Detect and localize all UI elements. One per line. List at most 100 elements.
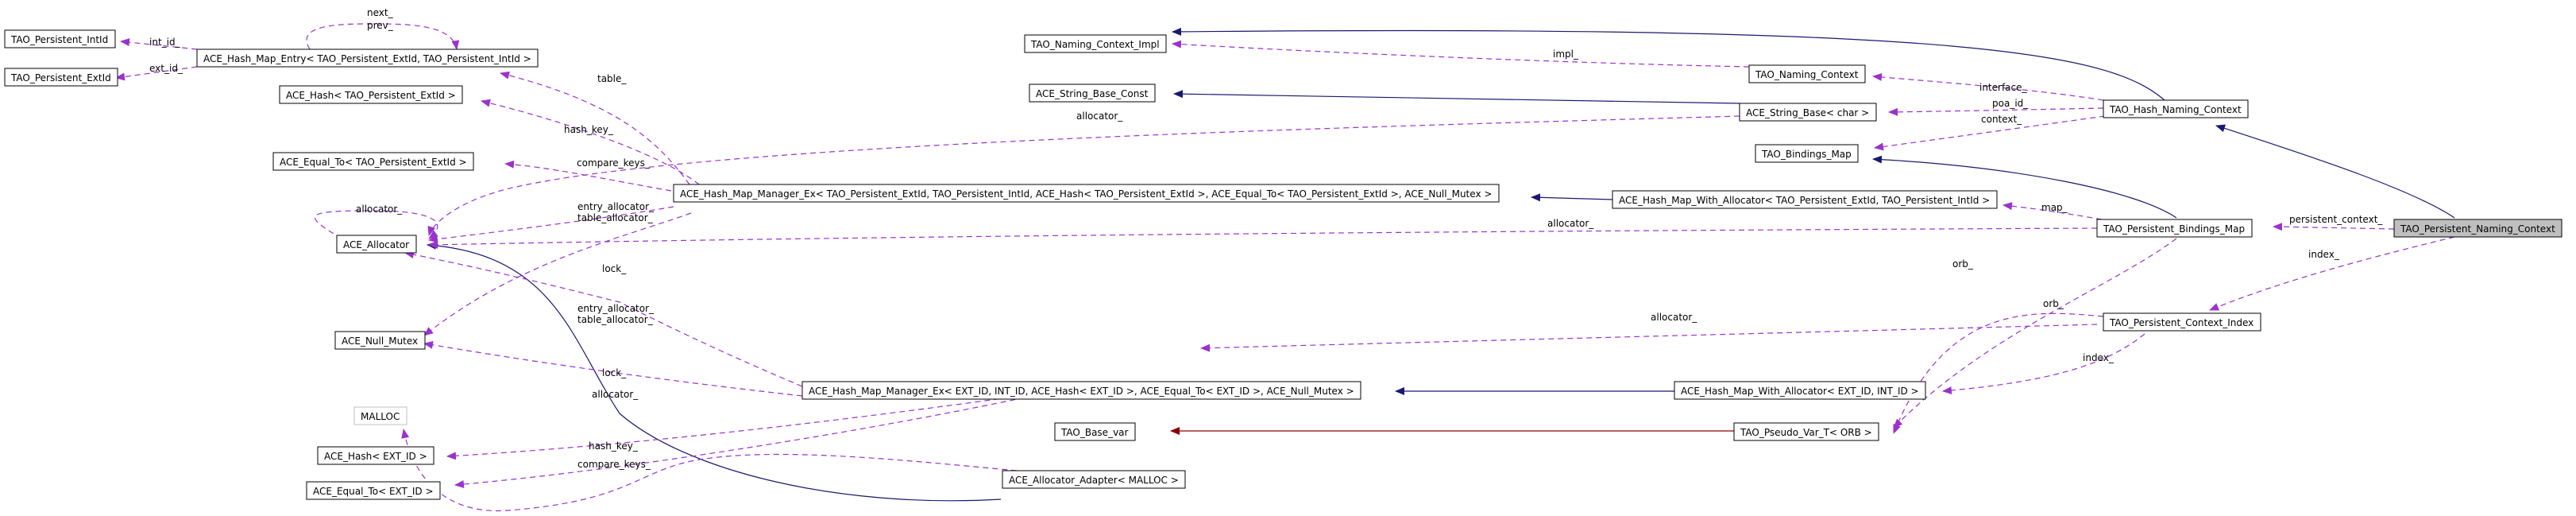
node-allocator-adapter-malloc[interactable]: ACE_Allocator_Adapter< MALLOC > (1002, 470, 1186, 489)
label-allocator-self: allocator_ (356, 204, 403, 215)
svg-text:TAO_Persistent_IntId: TAO_Persistent_IntId (10, 34, 108, 45)
edge-hash-naming-interface (1872, 72, 2104, 101)
svg-text:ACE_Hash< EXT_ID >: ACE_Hash< EXT_ID > (324, 451, 427, 462)
edge-hash-naming-poa-id (1888, 107, 2104, 116)
edge-manager-compare-keys (504, 160, 672, 192)
edge-string-base-allocator (427, 115, 1740, 236)
node-persistent-naming-context[interactable]: TAO_Persistent_Naming_Context (2393, 219, 2562, 238)
node-ace-equal-to-extid[interactable]: ACE_Equal_To< TAO_Persistent_ExtId > (272, 152, 474, 171)
label-int-id: int_id_ (149, 37, 181, 48)
svg-text:TAO_Persistent_Context_Index: TAO_Persistent_Context_Index (2109, 317, 2254, 328)
svg-text:TAO_Bindings_Map: TAO_Bindings_Map (1761, 149, 1852, 160)
node-hash-map-with-allocator-persistent[interactable]: ACE_Hash_Map_With_Allocator< TAO_Persist… (1612, 190, 1998, 209)
label-table-allocator-generic: table_allocator_ (577, 314, 654, 325)
node-persistent-extid[interactable]: TAO_Persistent_ExtId (4, 68, 118, 87)
edge-persistent-naming-to-hash-naming (2215, 124, 2455, 219)
label-lock-generic: lock_ (602, 367, 627, 378)
edge-naming-index (2209, 236, 2455, 311)
edge-manager-table (500, 71, 690, 185)
label-compare-keys: compare_keys_ (577, 157, 651, 169)
edge-generic-manager-lock (423, 340, 803, 397)
svg-text:ACE_String_Base< char >: ACE_String_Base< char > (1746, 107, 1869, 118)
svg-text:TAO_Naming_Context_Impl: TAO_Naming_Context_Impl (1030, 39, 1160, 50)
label-poa-id: poa_id_ (1992, 98, 2029, 109)
edge-entry-int-id (120, 38, 198, 50)
svg-text:ACE_Allocator: ACE_Allocator (343, 239, 409, 250)
edge-persistent-bindings-to-bindings-map (1872, 155, 2177, 219)
node-string-base-const[interactable]: ACE_String_Base_Const (1029, 83, 1156, 103)
edge-entry-ext-id (115, 66, 198, 81)
node-persistent-intid[interactable]: TAO_Persistent_IntId (4, 29, 116, 48)
label-compare-keys-generic: compare_keys_ (577, 459, 651, 470)
svg-text:TAO_Hash_Naming_Context: TAO_Hash_Naming_Context (2109, 104, 2242, 115)
node-bindings-map[interactable]: TAO_Bindings_Map (1755, 144, 1859, 163)
node-hash-map-entry[interactable]: ACE_Hash_Map_Entry< TAO_Persistent_ExtId… (196, 48, 539, 68)
label-hash-key-generic: hash_key_ (589, 440, 639, 452)
label-hash-key: hash_key_ (564, 124, 614, 135)
svg-text:MALLOC: MALLOC (361, 411, 400, 422)
label-allocator-string: allocator_ (1076, 111, 1123, 122)
edge-hash-naming-context (1874, 115, 2106, 151)
svg-text:ACE_Hash_Map_Entry< TAO_Persis: ACE_Hash_Map_Entry< TAO_Persistent_ExtId… (203, 53, 531, 64)
label-entry-allocator: entry_allocator_ (577, 201, 655, 212)
svg-text:TAO_Persistent_Bindings_Map: TAO_Persistent_Bindings_Map (2103, 223, 2245, 235)
svg-text:TAO_Persistent_ExtId: TAO_Persistent_ExtId (10, 72, 111, 83)
node-ace-hash-ext-id[interactable]: ACE_Hash< EXT_ID > (317, 446, 434, 465)
label-table-allocator: table_allocator_ (577, 212, 654, 223)
label-next: next_ (367, 7, 394, 18)
node-ace-equal-to-ext-id[interactable]: ACE_Equal_To< EXT_ID > (306, 481, 441, 500)
label-table: table_ (597, 73, 627, 84)
label-allocator-index: allocator_ (1651, 312, 1697, 323)
edge-index-orb (1893, 312, 2104, 434)
node-string-base-char[interactable]: ACE_String_Base< char > (1739, 103, 1877, 122)
label-ext-id: ext_id_ (149, 63, 183, 74)
edge-allocator-self (315, 210, 438, 239)
edge-generic-manager-entry-table-allocator (404, 250, 803, 387)
node-naming-context-impl[interactable]: TAO_Naming_Context_Impl (1024, 34, 1167, 53)
svg-text:TAO_Persistent_Naming_Context: TAO_Persistent_Naming_Context (2400, 223, 2555, 235)
node-ace-allocator[interactable]: ACE_Allocator (336, 235, 417, 254)
node-naming-context[interactable]: TAO_Naming_Context (1748, 64, 1866, 83)
svg-text:ACE_Hash_Map_With_Allocator< E: ACE_Hash_Map_With_Allocator< EXT_ID, INT… (1681, 386, 1919, 397)
svg-text:ACE_Hash< TAO_Persistent_ExtId: ACE_Hash< TAO_Persistent_ExtId > (286, 90, 456, 101)
edge-manager-lock (423, 212, 692, 336)
node-malloc[interactable]: MALLOC (353, 406, 407, 425)
edge-manager-entry-table-allocator (428, 206, 674, 243)
node-persistent-context-index[interactable]: TAO_Persistent_Context_Index (2103, 312, 2261, 332)
svg-text:ACE_String_Base_Const: ACE_String_Base_Const (1036, 88, 1149, 99)
label-persistent-context: persistent_context_ (2289, 214, 2383, 225)
node-hash-map-manager-ex-persistent[interactable]: ACE_Hash_Map_Manager_Ex< TAO_Persistent_… (673, 184, 1500, 203)
node-hash-map-with-allocator-generic[interactable]: ACE_Hash_Map_With_Allocator< EXT_ID, INT… (1674, 381, 1926, 400)
node-ace-null-mutex[interactable]: ACE_Null_Mutex (334, 331, 426, 350)
label-allocator-map: allocator_ (1547, 218, 1594, 229)
edge-with-alloc-to-manager-ex (1531, 193, 1613, 202)
edge-index-map (1942, 333, 2145, 394)
svg-text:ACE_Hash_Map_With_Allocator< T: ACE_Hash_Map_With_Allocator< TAO_Persist… (1619, 195, 1990, 206)
svg-text:ACE_Hash_Map_Manager_Ex< TAO_P: ACE_Hash_Map_Manager_Ex< TAO_Persistent_… (680, 188, 1492, 200)
node-persistent-bindings-map[interactable]: TAO_Persistent_Bindings_Map (2096, 219, 2253, 238)
node-hash-map-manager-ex-generic[interactable]: ACE_Hash_Map_Manager_Ex< EXT_ID, INT_ID,… (801, 381, 1361, 400)
svg-text:TAO_Base_var: TAO_Base_var (1060, 427, 1129, 438)
edge-generic-manager-compare-keys (454, 397, 1025, 489)
svg-text:TAO_Naming_Context: TAO_Naming_Context (1755, 69, 1859, 80)
label-entry-allocator-generic: entry_allocator_ (577, 303, 655, 314)
label-context: context_ (1981, 114, 2022, 125)
label-index-top: index_ (2308, 249, 2340, 260)
node-tao-base-var[interactable]: TAO_Base_var (1054, 422, 1136, 441)
label-map: map_ (2041, 202, 2068, 213)
edge-hash-naming-to-naming-impl (1172, 27, 2165, 101)
label-index-bottom: index_ (2083, 352, 2114, 363)
edge-index-allocator (1200, 324, 2098, 352)
node-ace-hash-extid[interactable]: ACE_Hash< TAO_Persistent_ExtId > (279, 85, 463, 104)
label-orb-2: orb_ (2043, 298, 2064, 309)
svg-text:ACE_Null_Mutex: ACE_Null_Mutex (342, 336, 418, 347)
edge-bindings-allocator (428, 227, 2098, 249)
node-pseudo-var-orb[interactable]: TAO_Pseudo_Var_T< ORB > (1733, 422, 1879, 441)
node-hash-naming-context[interactable]: TAO_Hash_Naming_Context (2103, 99, 2249, 118)
svg-text:ACE_Equal_To< TAO_Persistent_E: ACE_Equal_To< TAO_Persistent_ExtId > (280, 157, 467, 168)
edge-adapter-allocator-malloc (401, 429, 1018, 512)
svg-text:TAO_Pseudo_Var_T< ORB >: TAO_Pseudo_Var_T< ORB > (1740, 427, 1872, 438)
edge-manager-hash-key (481, 99, 700, 185)
label-allocator-malloc: allocator_ (592, 389, 639, 400)
